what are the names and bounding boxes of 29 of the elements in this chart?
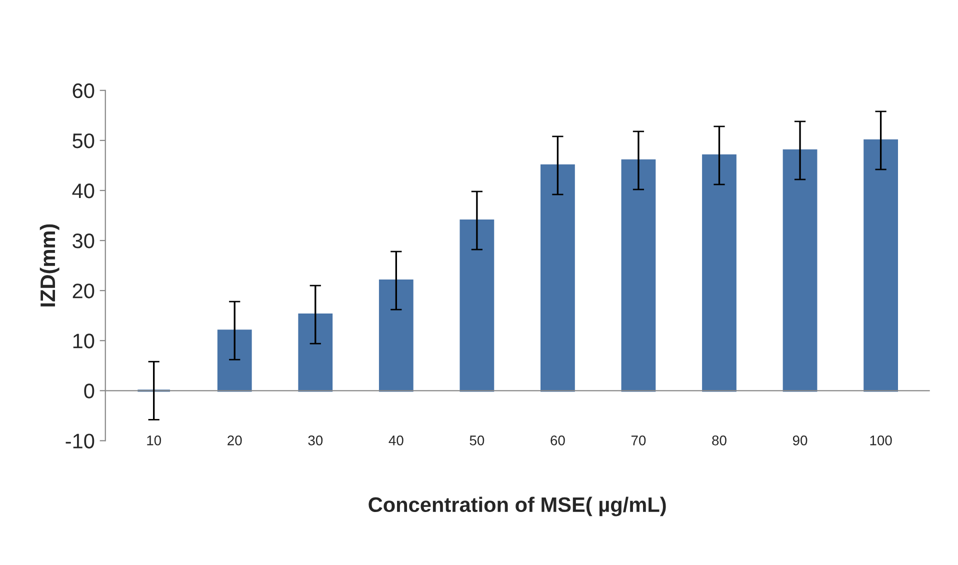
bar <box>460 219 494 392</box>
y-tick-label: -10 <box>66 434 94 448</box>
x-axis-title: Concentration of MSE( µg/mL) <box>368 496 666 516</box>
bar <box>217 330 252 392</box>
x-tick-label: 30 <box>308 436 323 446</box>
x-tick-label: 80 <box>712 436 726 446</box>
y-tick-label: 30 <box>72 234 94 248</box>
y-tick-label: 20 <box>72 284 94 298</box>
x-tick-label: 50 <box>470 436 484 446</box>
y-tick-label: 50 <box>72 133 94 148</box>
bar <box>298 314 333 392</box>
bar <box>621 159 656 392</box>
bar <box>864 139 898 392</box>
x-tick-label: 20 <box>228 436 242 446</box>
bar <box>540 164 575 392</box>
x-tick-label: 60 <box>550 436 565 446</box>
x-tick-label: 100 <box>870 436 892 446</box>
x-tick-label: 10 <box>147 436 162 446</box>
x-tick-label: 90 <box>792 436 808 446</box>
y-axis-title: IZD(mm) <box>40 224 60 306</box>
bar <box>702 154 736 392</box>
x-tick-label: 70 <box>631 436 646 446</box>
x-tick-label: 40 <box>388 436 404 446</box>
bar <box>378 280 414 392</box>
bar <box>782 149 818 392</box>
y-tick-label: 40 <box>72 183 94 198</box>
y-tick-label: 60 <box>72 83 94 98</box>
y-tick-label: 10 <box>73 334 94 348</box>
y-tick-label: 0 <box>84 384 94 398</box>
